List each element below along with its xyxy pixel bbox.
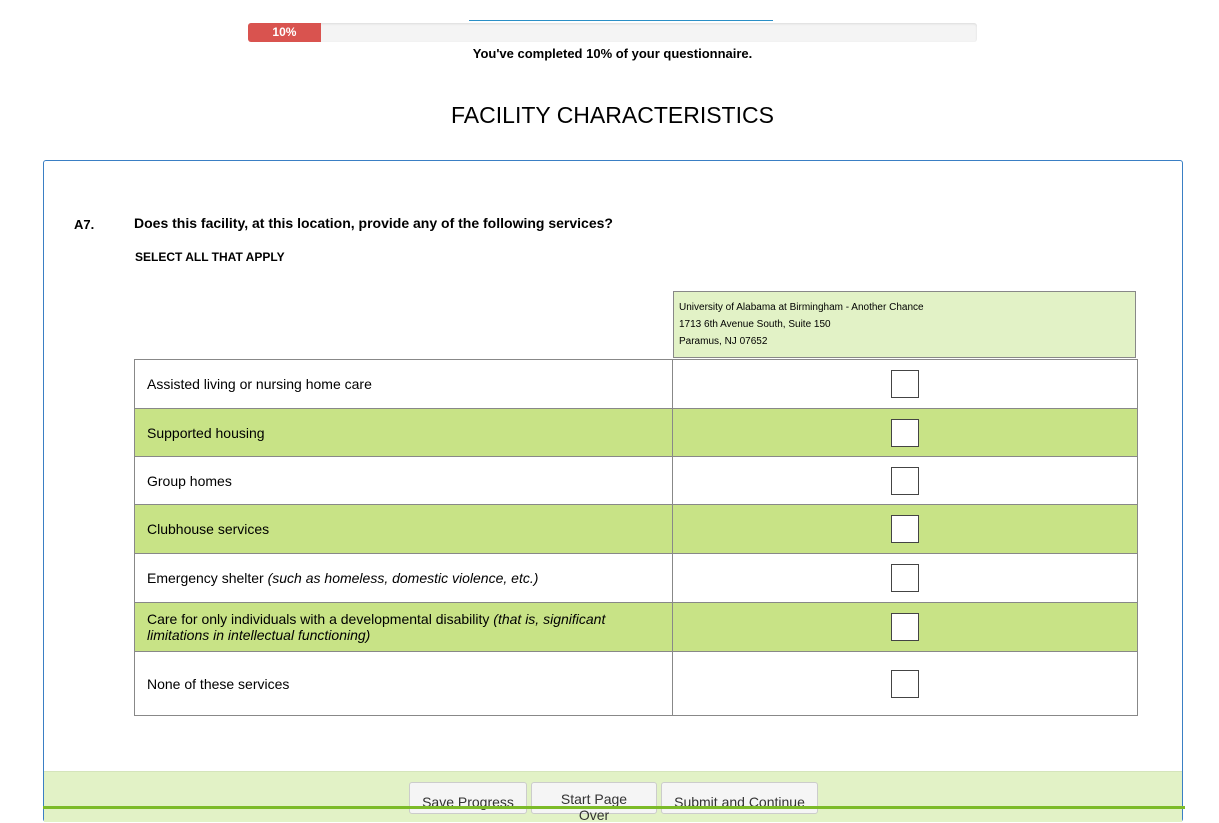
progress-text: You've completed 10% of your questionnai… [472,46,753,61]
service-label: None of these services [134,651,673,716]
facility-address-1: 1713 6th Avenue South, Suite 150 [679,319,831,330]
checkbox-cell [672,553,1138,603]
service-checkbox[interactable] [891,669,919,698]
progress-fill: 10% [248,23,321,42]
checkbox-cell [672,602,1138,652]
question-text: Does this facility, at this location, pr… [134,215,613,231]
checkbox-cell [672,456,1138,505]
service-label-text: Emergency shelter [147,570,268,586]
service-label: Clubhouse services [134,504,673,554]
service-label-text: None of these services [147,675,290,692]
service-label-text: Care for only individuals with a develop… [147,611,494,627]
checkbox-cell [672,651,1138,716]
service-checkbox[interactable] [891,564,919,592]
question-number: A7. [74,217,95,232]
service-label-text: Supported housing [147,424,265,441]
service-row: None of these services [134,651,1138,716]
service-label-text: Clubhouse services [147,521,270,537]
service-checkbox[interactable] [891,418,919,447]
facility-header: University of Alabama at Birmingham - An… [673,291,1136,358]
page-title: FACILITY CHARACTERISTICS [451,102,774,128]
service-checkbox[interactable] [891,613,919,641]
service-note: (that is, significant limitations in int… [147,611,606,643]
service-label-text: Group homes [147,472,232,489]
service-label: Group homes [134,456,673,505]
facility-address-2: Paramus, NJ 07652 [679,336,768,347]
service-checkbox[interactable] [891,466,919,495]
service-row: Group homes [134,456,1138,505]
service-checkbox[interactable] [891,515,919,543]
services-table: Assisted living or nursing home care Supp… [134,359,1138,716]
save-progress-button[interactable]: Save Progress [409,782,527,814]
service-row: Care for only individuals with a develop… [134,602,1138,652]
service-row: Clubhouse services [134,504,1138,554]
checkbox-cell [672,359,1138,409]
checkbox-cell [672,408,1138,457]
bottom-accent-line [43,806,1185,809]
checkbox-cell [672,504,1138,554]
instruction: SELECT ALL THAT APPLY [135,250,285,264]
service-row: Assisted living or nursing home care [134,359,1138,409]
footer-bar: Save Progress Start Page Over Submit and… [44,771,1182,823]
top-divider [469,20,773,21]
service-label: Emergency shelter (such as homeless, dom… [134,553,673,603]
facility-name: University of Alabama at Birmingham - An… [679,302,924,313]
service-label: Care for only individuals with a develop… [134,602,673,652]
submit-and-continue-button[interactable]: Submit and Continue [661,782,818,814]
service-label: Supported housing [134,408,673,457]
service-label-text: Assisted living or nursing home care [147,376,372,392]
progress-bar: 10% [248,23,977,42]
service-row: Emergency shelter (such as homeless, dom… [134,553,1138,603]
service-row: Supported housing [134,408,1138,457]
start-page-over-button[interactable]: Start Page Over [531,782,657,823]
service-note: (such as homeless, domestic violence, et… [267,570,539,586]
question-card: A7. Does this facility, at this location… [43,160,1183,823]
service-label: Assisted living or nursing home care [134,359,673,409]
service-checkbox[interactable] [891,370,919,398]
